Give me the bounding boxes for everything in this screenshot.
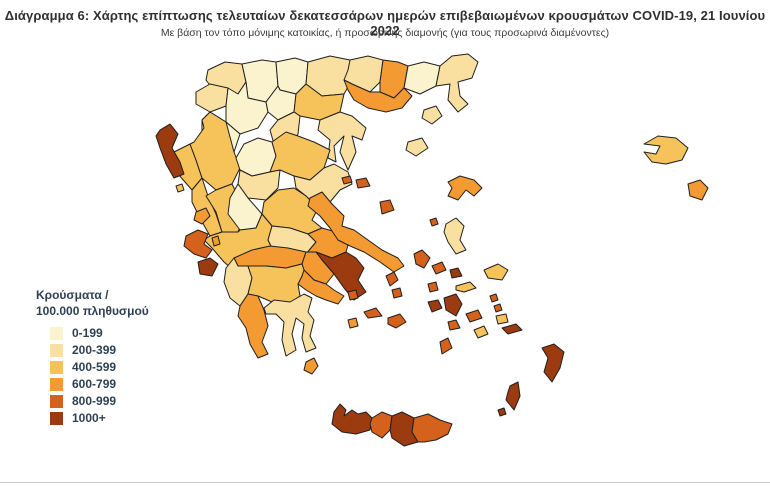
legend-swatch-0 <box>50 326 63 340</box>
region-Σκύρος <box>443 217 467 255</box>
region-Αμοργός <box>465 309 483 323</box>
region-Θάσος <box>421 105 443 125</box>
region-Λήμνος <box>447 175 483 201</box>
region-Σπέτσες <box>347 317 359 329</box>
region-Ύδρα <box>363 307 383 319</box>
legend-items: 0-199 200-399 400-599 600-799 800-999 1000+ <box>36 326 186 425</box>
region-Αστυπάλαια <box>473 325 489 339</box>
region-Καστοριά <box>195 83 229 113</box>
region-Λακωνία <box>263 293 317 357</box>
region-Κως <box>501 323 523 335</box>
region-Ζάκυνθος <box>197 257 219 277</box>
region-Τήνος <box>431 261 447 275</box>
legend-item-200-399: 200-399 <box>50 343 186 357</box>
region-Σκόπελος <box>355 177 371 189</box>
legend-label: 0-199 <box>72 326 103 341</box>
region-Λευκάδα <box>193 207 211 225</box>
legend-label: 400-599 <box>72 360 117 375</box>
region-Πάτμος <box>489 293 499 303</box>
region-Σάμος <box>483 263 509 281</box>
map-legend: Κρούσματα / 100.000 πληθυσμού 0-199 200-3… <box>36 288 186 428</box>
region-Άνδρος <box>413 249 431 269</box>
region-Χαλκιδική <box>317 111 367 171</box>
legend-swatch-3 <box>50 377 63 391</box>
region-Τρίκαλα <box>235 137 277 177</box>
region-Ρέθυμνο <box>369 411 393 439</box>
region-Κάρπαθος <box>505 381 521 411</box>
region-Ίος <box>447 319 461 331</box>
legend-label: 1000+ <box>72 411 106 426</box>
legend-swatch-1 <box>50 343 63 357</box>
legend-item-1000+: 1000+ <box>50 411 186 425</box>
region-Ροδόπη <box>403 61 441 95</box>
region-Ικαρία <box>455 281 477 293</box>
map-regions-group <box>155 53 709 447</box>
region-Μήλος <box>387 313 407 329</box>
region-Αρκαδία <box>247 263 305 305</box>
legend-swatch-2 <box>50 360 63 374</box>
legend-swatch-5 <box>50 411 63 425</box>
region-Κέα <box>385 271 399 287</box>
legend-label: 800-999 <box>72 394 117 409</box>
bottom-divider <box>0 482 770 483</box>
legend-item-600-799: 600-799 <box>50 377 186 391</box>
region-Αίγινα <box>347 289 359 301</box>
region-Κάσος <box>497 407 507 417</box>
region-Πάρος <box>427 299 443 313</box>
region-Ρόδος <box>541 343 565 383</box>
legend-label: 200-399 <box>72 343 117 358</box>
legend-item-400-599: 400-599 <box>50 360 186 374</box>
region-Κύθνος <box>391 287 403 299</box>
chart-title: Διάγραμμα 6: Χάρτης επίπτωσης τελευταίων… <box>4 8 766 38</box>
region-Κύθηρα <box>303 357 319 375</box>
region-Κάλυμνος <box>495 313 509 325</box>
region-Εύβοια <box>307 191 405 273</box>
region-Ιθάκη <box>211 235 221 247</box>
legend-label: 600-799 <box>72 377 117 392</box>
region-Σκιάθος <box>341 175 353 185</box>
region-Χίος <box>687 179 709 201</box>
region-Θήρα <box>439 337 453 355</box>
region-Αλόννησος <box>379 199 395 215</box>
region-Παξοί <box>175 183 185 193</box>
region-Νάξος <box>443 293 463 317</box>
region-Καβάλα <box>343 79 413 113</box>
region-Μύκονος <box>449 267 463 279</box>
region-Μεσσηνία <box>237 293 269 359</box>
region-Κεφαλονιά <box>183 229 213 259</box>
region-Έβρος <box>435 53 479 113</box>
chart-subtitle: Με βάση τον τόπο μόνιμης κατοικίας, ή πρ… <box>160 27 610 39</box>
legend-item-800-999: 800-999 <box>50 394 186 408</box>
region-Λέρος <box>493 303 503 313</box>
region-Λέσβος <box>643 135 689 165</box>
region-Χανιά <box>331 403 373 435</box>
legend-swatch-4 <box>50 394 63 408</box>
legend-title: Κρούσματα / 100.000 πληθυσμού <box>36 288 149 318</box>
region-Ψαρά <box>429 217 439 227</box>
region-Σαμοθράκη <box>405 137 429 157</box>
region-Λασίθι <box>411 413 453 443</box>
legend-item-0-199: 0-199 <box>50 326 186 340</box>
region-Κέρκυρα <box>155 123 185 179</box>
region-Σύρος <box>427 281 439 293</box>
